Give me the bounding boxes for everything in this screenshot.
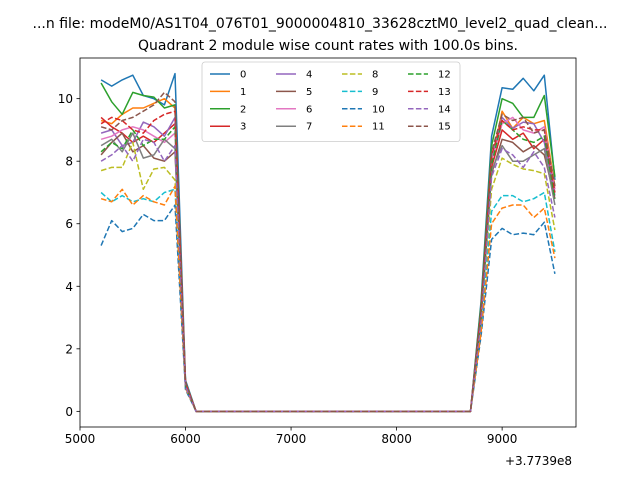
series-line-3: [100, 116, 556, 413]
y-tick-label: 2: [65, 342, 73, 356]
legend-label-5: 5: [306, 87, 312, 98]
legend-box: [201, 61, 461, 142]
plot-frame: [79, 57, 577, 428]
series-line-6: [100, 116, 556, 413]
x-offset-label: +3.7739e8: [505, 454, 572, 468]
legend-label-12: 12: [438, 70, 451, 81]
legend-label-11: 11: [372, 122, 385, 133]
chart-title: Quadrant 2 module wise count rates with …: [138, 38, 518, 54]
series-layer: [100, 72, 556, 413]
series-line-11: [100, 185, 556, 413]
series-line-1: [100, 97, 556, 413]
legend-label-6: 6: [306, 104, 312, 115]
y-tick-label: 6: [65, 217, 73, 231]
legend-label-8: 8: [372, 70, 378, 81]
x-tick-label: 5000: [65, 432, 96, 446]
legend-label-0: 0: [240, 70, 246, 81]
x-tick-label: 9000: [487, 432, 518, 446]
figure-suptitle: ...n file: modeM0/AS1T04_076T01_90000048…: [33, 16, 608, 32]
legend-label-4: 4: [306, 70, 312, 81]
y-tick-label: 4: [65, 280, 73, 294]
legend-label-15: 15: [438, 122, 451, 133]
legend-label-1: 1: [240, 87, 246, 98]
legend-label-3: 3: [240, 122, 246, 133]
x-tick-label: 8000: [381, 432, 412, 446]
legend-label-10: 10: [372, 104, 385, 115]
x-tick-label: 7000: [276, 432, 307, 446]
legend-label-7: 7: [306, 122, 312, 133]
y-tick-label: 10: [58, 92, 73, 106]
series-line-4: [100, 116, 556, 413]
legend-label-2: 2: [240, 104, 246, 115]
series-line-15: [100, 91, 556, 413]
y-tick-label: 8: [65, 155, 73, 169]
x-tick-label: 6000: [170, 432, 201, 446]
y-tick-label: 0: [65, 405, 73, 419]
legend-label-14: 14: [438, 104, 451, 115]
legend-label-13: 13: [438, 87, 451, 98]
legend-label-9: 9: [372, 87, 378, 98]
series-line-14: [100, 138, 556, 413]
